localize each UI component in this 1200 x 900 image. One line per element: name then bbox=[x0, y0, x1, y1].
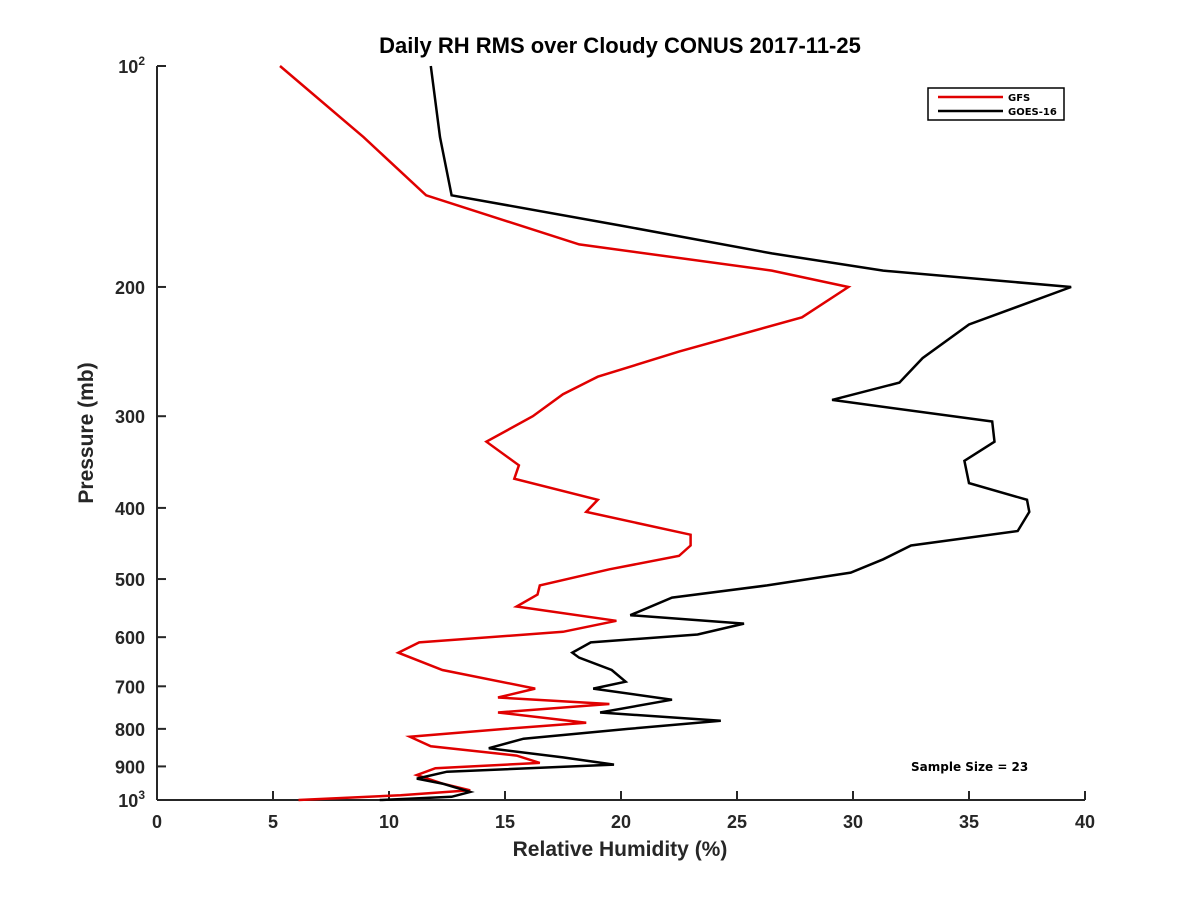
x-tick-label: 15 bbox=[495, 812, 515, 832]
y-tick-label: 900 bbox=[115, 757, 145, 777]
x-tick-label: 30 bbox=[843, 812, 863, 832]
series-lines bbox=[279, 65, 1072, 802]
x-tick-label: 5 bbox=[268, 812, 278, 832]
x-tick-label: 20 bbox=[611, 812, 631, 832]
y-tick-label: 500 bbox=[115, 570, 145, 590]
legend-label-goes16: GOES-16 bbox=[1008, 107, 1057, 118]
series-line-gfs bbox=[279, 65, 852, 802]
x-tick-label: 0 bbox=[152, 812, 162, 832]
y-axis: 102 200 300 400 500 600 700 800 900 103 bbox=[115, 54, 166, 811]
x-tick-label: 25 bbox=[727, 812, 747, 832]
y-tick-label: 700 bbox=[115, 677, 145, 697]
x-tick-label: 35 bbox=[959, 812, 979, 832]
x-axis-label: Relative Humidity (%) bbox=[513, 838, 728, 861]
x-axis: 0 5 10 15 20 25 30 35 40 bbox=[152, 791, 1095, 832]
y-tick-label: 200 bbox=[115, 278, 145, 298]
y-axis-label: Pressure (mb) bbox=[75, 362, 98, 503]
y-tick-label: 102 bbox=[118, 54, 145, 77]
x-tick-label: 40 bbox=[1075, 812, 1095, 832]
chart-title: Daily RH RMS over Cloudy CONUS 2017-11-2… bbox=[379, 33, 861, 58]
y-tick-label: 800 bbox=[115, 720, 145, 740]
y-tick-label: 400 bbox=[115, 499, 145, 519]
x-tick-label: 10 bbox=[379, 812, 399, 832]
y-tick-label: 103 bbox=[118, 788, 145, 811]
y-tick-label: 600 bbox=[115, 628, 145, 648]
legend: GFS GOES-16 bbox=[927, 87, 1065, 121]
series-line-goes16 bbox=[379, 65, 1072, 802]
sample-size-annotation: Sample Size = 23 bbox=[911, 760, 1028, 774]
legend-box bbox=[927, 87, 1065, 121]
y-tick-label: 300 bbox=[115, 407, 145, 427]
legend-label-gfs: GFS bbox=[1008, 93, 1030, 104]
